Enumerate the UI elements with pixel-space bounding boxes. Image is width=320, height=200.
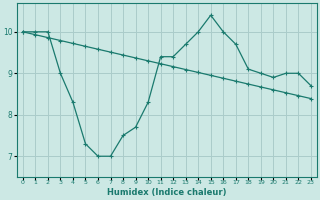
X-axis label: Humidex (Indice chaleur): Humidex (Indice chaleur) [107,188,227,197]
